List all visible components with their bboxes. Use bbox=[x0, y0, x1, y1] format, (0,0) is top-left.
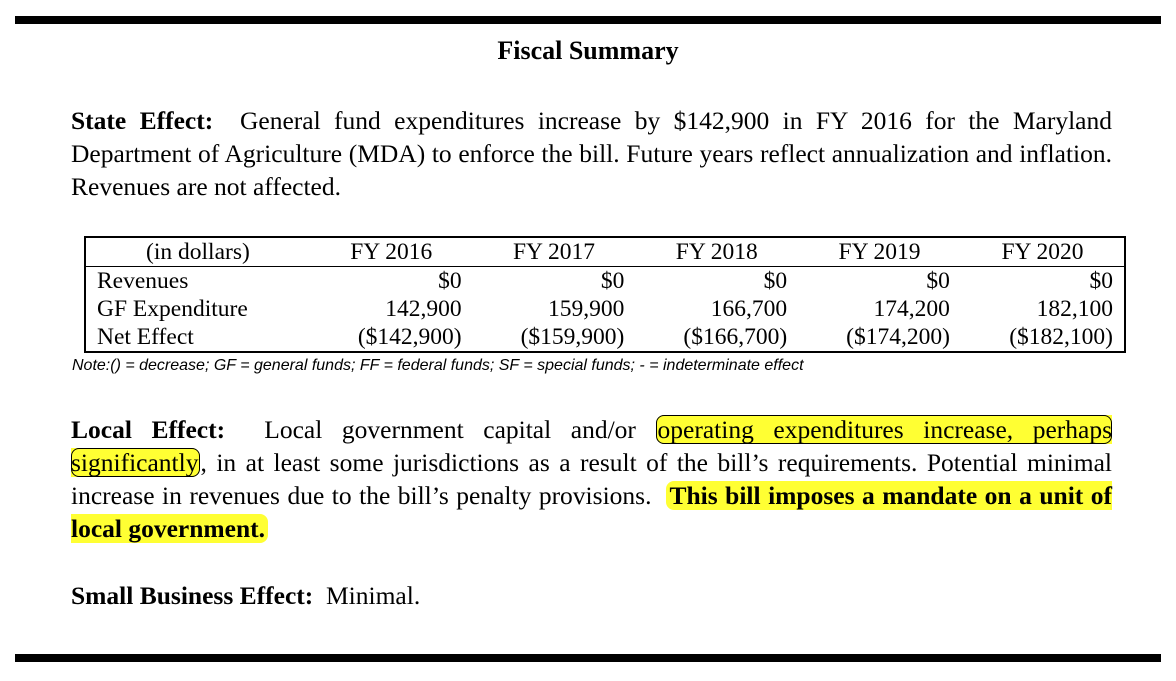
table-cell: 159,900 bbox=[548, 296, 625, 322]
header-cell: FY 2018 bbox=[635, 237, 799, 267]
small-business-effect-label: Small Business Effect: bbox=[71, 581, 314, 610]
state-effect-paragraph: State Effect: General fund expenditures … bbox=[71, 104, 1112, 203]
header-cell: FY 2017 bbox=[472, 237, 636, 267]
page-title: Fiscal Summary bbox=[497, 36, 679, 65]
table-cell: 142,900 bbox=[385, 296, 462, 322]
table-cell: 166,700 bbox=[710, 296, 788, 322]
fiscal-table: (in dollars) FY 2016 FY 2017 FY 2018 FY … bbox=[84, 236, 1126, 353]
table-cell: ($159,900) bbox=[520, 324, 625, 350]
bottom-rule bbox=[15, 654, 1161, 662]
table-cell: ($182,100) bbox=[1009, 324, 1113, 350]
state-effect-label: State Effect: bbox=[71, 106, 214, 135]
table-cell: $0 bbox=[763, 268, 788, 294]
table-cell: ($142,900) bbox=[357, 324, 462, 350]
table-cell: $0 bbox=[1089, 268, 1114, 294]
row-label: GF Expenditure bbox=[97, 296, 248, 322]
top-rule bbox=[15, 16, 1161, 24]
table-row-gf-expenditure: GF Expenditure 142,900 159,900 166,700 1… bbox=[85, 295, 1125, 323]
table-cell: 182,100 bbox=[1036, 296, 1113, 322]
local-effect-paragraph: Local Effect: Local government capital a… bbox=[71, 413, 1113, 545]
header-cell: FY 2016 bbox=[309, 237, 473, 267]
table-cell: ($174,200) bbox=[846, 324, 950, 350]
small-business-effect-paragraph: Small Business Effect: Minimal. bbox=[71, 579, 1112, 612]
header-cell: FY 2019 bbox=[798, 237, 961, 267]
table-cell: $0 bbox=[438, 268, 462, 294]
local-effect-text: Local government capital and/or bbox=[264, 415, 636, 444]
state-effect-text: General fund expenditures increase by $1… bbox=[71, 106, 1112, 201]
table-note: Note:() = decrease; GF = general funds; … bbox=[72, 357, 804, 374]
table-row-net-effect: Net Effect ($142,900) ($159,900) ($166,7… bbox=[85, 323, 1125, 352]
fiscal-table-header-row: (in dollars) FY 2016 FY 2017 FY 2018 FY … bbox=[85, 237, 1125, 267]
table-cell: $0 bbox=[926, 268, 950, 294]
local-effect-label: Local Effect: bbox=[71, 415, 226, 444]
row-label: Net Effect bbox=[97, 324, 194, 350]
local-effect-text-continued: , in at least some jurisdictions as a re… bbox=[71, 448, 1112, 510]
table-row-revenues: Revenues $0 $0 $0 $0 $0 bbox=[85, 267, 1125, 296]
table-cell: $0 bbox=[600, 268, 625, 294]
header-cell: (in dollars) bbox=[85, 237, 310, 267]
small-business-effect-text: Minimal. bbox=[326, 581, 421, 610]
table-cell: 174,200 bbox=[873, 296, 950, 322]
header-cell: FY 2020 bbox=[960, 237, 1125, 267]
row-label: Revenues bbox=[97, 268, 189, 294]
table-cell: ($166,700) bbox=[683, 324, 788, 350]
